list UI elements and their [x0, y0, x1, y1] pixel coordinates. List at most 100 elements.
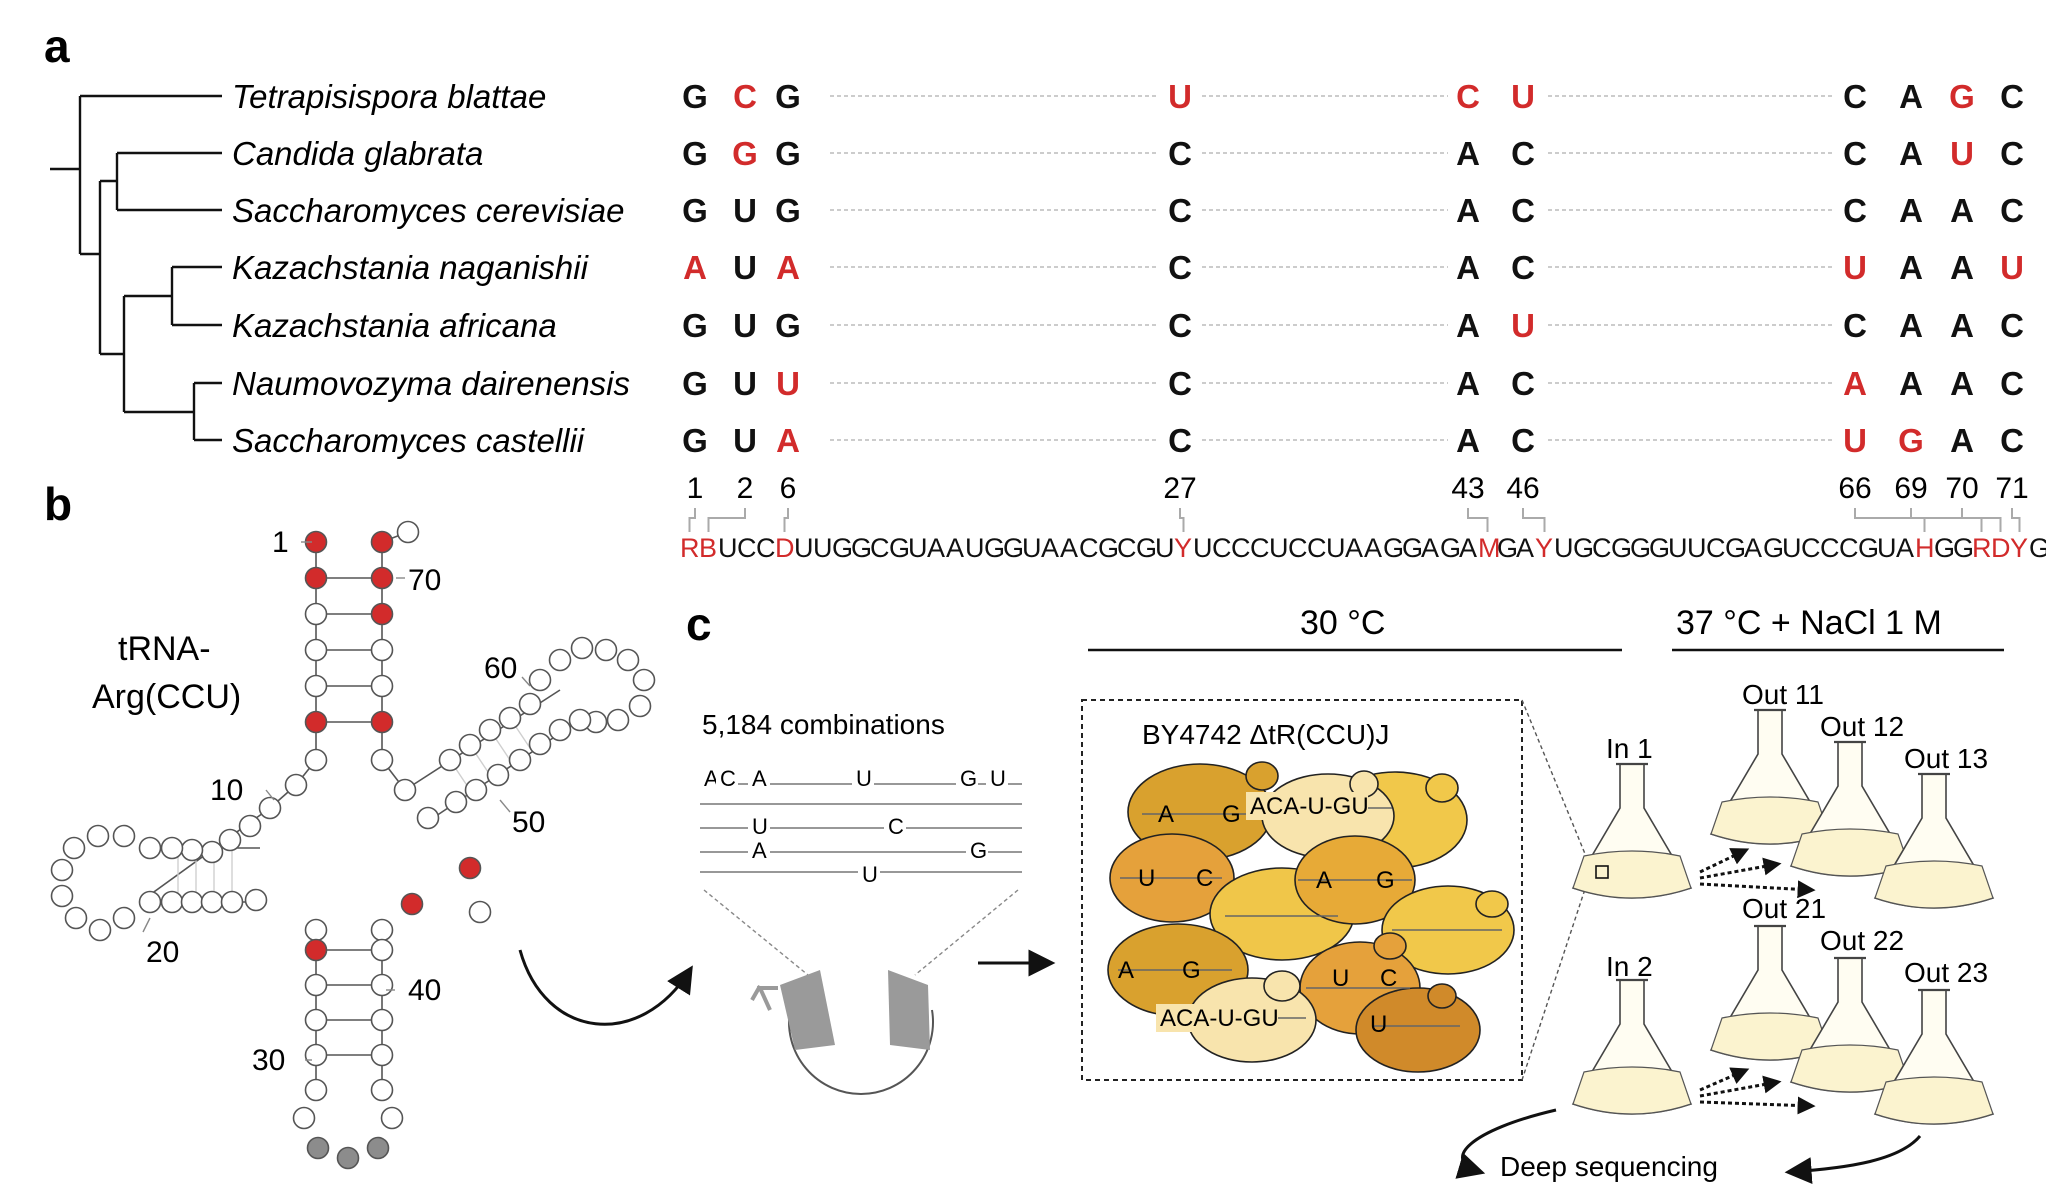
alignment-base: G [682, 307, 708, 344]
panel-label-a: a [44, 20, 70, 72]
trna-nucleotide [498, 706, 522, 730]
alignment-base: A [1843, 365, 1867, 402]
position-label: 43 [1451, 472, 1484, 505]
trna-nucleotide [238, 814, 262, 838]
combo-letter-bg [956, 768, 978, 790]
combo-letter-bg [748, 768, 770, 790]
flask-liquid [1572, 850, 1692, 899]
trna-nucleotide [370, 674, 394, 698]
combo-letter: U [990, 766, 1006, 791]
flask-out-21-label: Out 21 [1742, 893, 1826, 924]
trna-nucleotide [628, 694, 652, 718]
trna-nucleotide [570, 636, 594, 660]
species-name: Tetrapisispora blattae [232, 78, 546, 115]
trna-nucleotide [304, 748, 328, 772]
position-bracket [1467, 508, 1489, 532]
alignment-base: C [1511, 365, 1535, 402]
cell-label-bg [1156, 1004, 1278, 1032]
position-label: 70 [1945, 472, 1978, 505]
alignment-base: U [1168, 78, 1192, 115]
cell-label: A [1118, 957, 1134, 984]
flask-out-12-label: Out 12 [1820, 711, 1904, 742]
cell-label-bg [1246, 792, 1368, 820]
alignment-base: C [1168, 422, 1192, 459]
alignment-base: G [775, 135, 801, 172]
cell-label: C [1196, 865, 1213, 892]
trna-nucleotide [616, 648, 640, 672]
combo-letter: U [862, 862, 878, 887]
trna-nucleotide [244, 888, 268, 912]
trna-varied-nucleotide [370, 530, 394, 554]
alignment-base: U [733, 192, 757, 229]
combo-letter: G [970, 838, 987, 863]
trna-nucleotide [380, 1106, 404, 1130]
trna-nucleotide [606, 708, 630, 732]
trna-nucleotide [518, 692, 542, 716]
position-bracket [2011, 508, 2021, 532]
alignment-base: C [1168, 307, 1192, 344]
alignment-base: A [1899, 249, 1923, 286]
alignment-base: C [1843, 192, 1867, 229]
trna-nucleotide [112, 906, 136, 930]
trna-pos-30: 30 [252, 1044, 285, 1077]
trna-nucleotide [468, 900, 492, 924]
alignment-base: A [1950, 365, 1974, 402]
flask-in-2-label: In 2 [1606, 951, 1653, 982]
alignment-base: A [1456, 192, 1480, 229]
trna-varied-nucleotide [370, 602, 394, 626]
trna-nucleotide [486, 763, 510, 787]
cell-label: A [1316, 867, 1332, 894]
flask [1709, 708, 1831, 845]
trna-nucleotide [370, 748, 394, 772]
alignment-base: C [1168, 135, 1192, 172]
alignment-base: C [2000, 365, 2024, 402]
alignment-base: U [733, 422, 757, 459]
position-numbers: 1 2 6 27 43 46 66 69 70 71 [687, 472, 2029, 505]
cell-label: U [1370, 1011, 1387, 1038]
arrow-to-sequencing-right [1784, 1135, 1922, 1185]
combo-letter-bg [852, 768, 874, 790]
trna-nucleotide [393, 778, 417, 802]
alignment-base: G [1898, 422, 1924, 459]
alignment-base: G [775, 192, 801, 229]
position-label: 6 [780, 472, 797, 505]
alignment-base: C [733, 78, 757, 115]
alignment-base: U [1843, 249, 1867, 286]
position-bracket [688, 508, 696, 532]
alignment-base: U [1950, 135, 1974, 172]
flask [1571, 978, 1693, 1115]
species-name: Candida glabrata [232, 135, 483, 172]
trna-nucleotide [396, 520, 420, 544]
trna-nucleotide [220, 890, 244, 914]
alignment-base: U [1843, 422, 1867, 459]
trna-name-line1: tRNA- [118, 630, 211, 668]
trna-nucleotide [304, 1008, 328, 1032]
strain-label: BY4742 ΔtR(CCU)J [1142, 719, 1389, 750]
trna-pos-50: 50 [512, 806, 545, 839]
alignment-base: G [682, 422, 708, 459]
trna-nucleotide [86, 824, 110, 848]
position-bracket [707, 508, 746, 532]
alignment-base: A [1456, 135, 1480, 172]
yeast-pool-box [1081, 699, 1523, 1081]
alignment-base: C [2000, 135, 2024, 172]
trna-nucleotide [464, 778, 488, 802]
condition-30c: 30 °C [1300, 604, 1385, 642]
alignment-base: C [1456, 78, 1480, 115]
dilution-arrows [1699, 848, 1816, 1115]
combo-letter: A [752, 766, 767, 791]
trna-pos-10: 10 [210, 774, 243, 807]
position-bracket [1522, 508, 1546, 532]
trna-nucleotide [218, 828, 242, 852]
trna-nucleotide [370, 918, 394, 942]
combo-letter-bg [716, 768, 738, 790]
panel-label-c: c [686, 598, 712, 650]
trna-nucleotide [444, 790, 468, 814]
alignment-base: A [1456, 307, 1480, 344]
alignment-base: A [1950, 192, 1974, 229]
trna-nucleotide [180, 838, 204, 862]
trna-nucleotide [180, 890, 204, 914]
alignment-base: C [1168, 192, 1192, 229]
cell-label: U [1332, 965, 1349, 992]
